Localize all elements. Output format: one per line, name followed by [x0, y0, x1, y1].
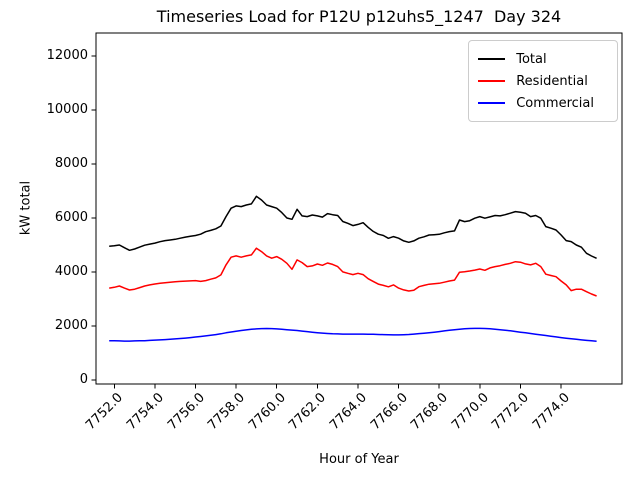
- y-tick-label: 0: [79, 371, 88, 387]
- y-tick-label: 2000: [54, 317, 88, 333]
- legend-item-total: Total: [478, 48, 608, 70]
- y-tick-label: 10000: [46, 101, 88, 117]
- legend-label-commercial: Commercial: [516, 95, 594, 111]
- total-line-swatch: [478, 58, 506, 60]
- residential-line-swatch: [478, 80, 506, 82]
- y-tick-label: 12000: [46, 47, 88, 63]
- y-tick-label: 6000: [54, 209, 88, 225]
- y-axis-label: kW total: [18, 180, 34, 236]
- x-axis-label: Hour of Year: [319, 452, 399, 467]
- legend-item-residential: Residential: [478, 70, 608, 92]
- commercial-line-swatch: [478, 102, 506, 104]
- y-tick-label: 8000: [54, 155, 88, 171]
- legend: Total Residential Commercial: [468, 40, 618, 122]
- y-tick-label: 4000: [54, 263, 88, 279]
- legend-label-residential: Residential: [516, 73, 588, 89]
- chart-title: Timeseries Load for P12U p12uhs5_1247 Da…: [156, 7, 562, 26]
- legend-item-commercial: Commercial: [478, 92, 608, 114]
- legend-label-total: Total: [516, 51, 547, 67]
